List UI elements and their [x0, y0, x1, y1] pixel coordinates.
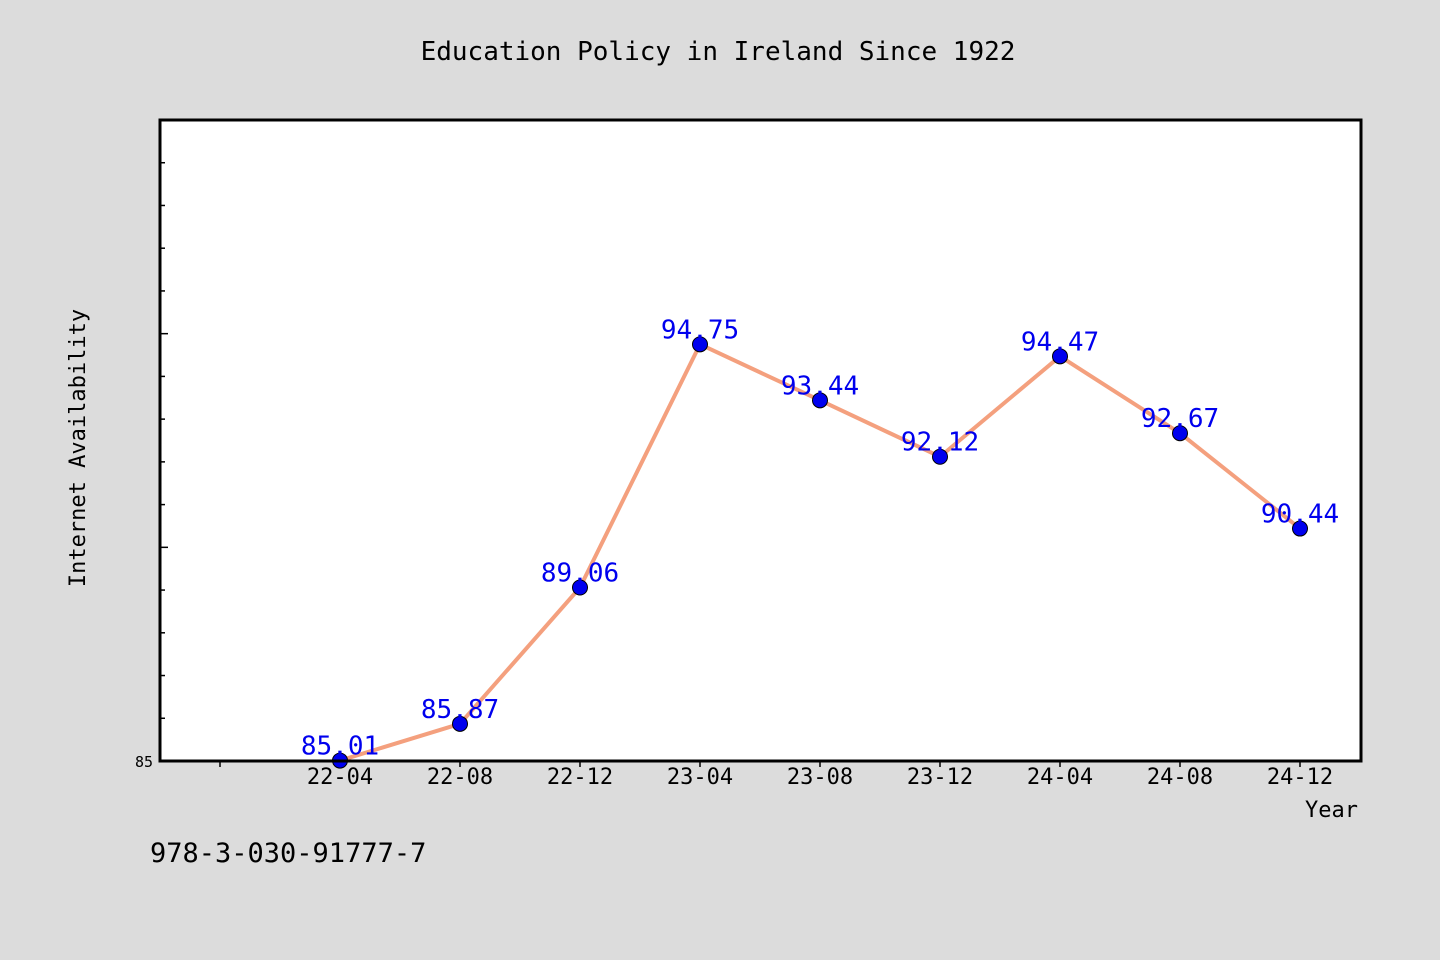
data-label: 90.44 [1261, 500, 1339, 530]
data-label: 85.87 [421, 695, 499, 725]
x-tick-label: 23-12 [907, 765, 973, 790]
data-point [452, 715, 468, 732]
y-tick-label: 85 [135, 753, 153, 771]
isbn-label: 978-3-030-91777-7 [150, 838, 426, 869]
y-axis-label: Internet Availability [66, 309, 91, 587]
x-tick-label: 22-12 [547, 765, 613, 790]
x-tick-label: 24-12 [1267, 765, 1333, 790]
data-label: 92.12 [901, 428, 979, 458]
data-point [572, 579, 588, 596]
x-axis-ticks: 22-04 22-08 22-12 23-04 23-08 23-12 24-04 24-08… [219, 761, 1333, 790]
data-point [812, 392, 828, 409]
plot-area [160, 120, 1361, 761]
data-label: 92.67 [1141, 404, 1219, 434]
x-tick-label: 24-08 [1147, 765, 1213, 790]
data-label: 93.44 [781, 371, 859, 401]
data-label: 94.47 [1021, 327, 1099, 357]
chart-title: Education Policy in Ireland Since 1922 [421, 37, 1016, 67]
data-point [1292, 520, 1308, 537]
data-point [1052, 348, 1068, 365]
x-tick-label: 23-04 [667, 765, 733, 790]
data-label: 94.75 [661, 315, 739, 345]
x-axis-label: Year [1305, 798, 1358, 823]
x-tick-label: 22-08 [427, 765, 493, 790]
data-point [932, 448, 948, 465]
x-tick-label: 22-04 [307, 765, 373, 790]
data-point [692, 336, 708, 353]
data-point [1172, 425, 1188, 442]
x-tick-label: 23-08 [787, 765, 853, 790]
x-tick-label: 24-04 [1027, 765, 1093, 790]
plot-frame [158, 118, 1363, 763]
data-label: 89.06 [541, 559, 619, 589]
series-layer: 85.01 85.87 89.06 94.75 93.44 92.12 94.47 92.67… [301, 315, 1339, 769]
data-label: 85.01 [301, 732, 379, 762]
